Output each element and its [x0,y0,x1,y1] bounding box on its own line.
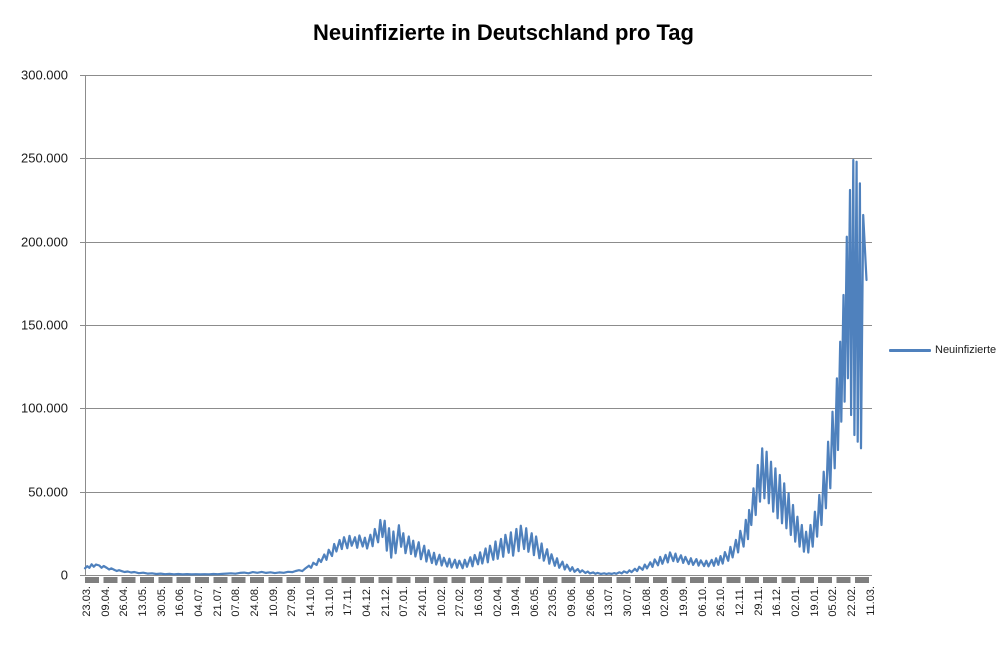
x-tick-label: 19.01. [808,586,821,617]
x-tick-label: 09.06. [566,586,579,617]
x-tick-label: 19.09. [678,586,691,617]
x-tick-label: 11.03. [864,586,877,616]
y-tick-label: 300.000 [21,67,68,83]
x-tick-label: 21.07. [211,586,224,617]
y-axis-tick [80,241,85,243]
x-tick-label: 09.04. [99,586,112,617]
x-tick-label: 31.10. [323,586,336,617]
x-tick-label: 14.10. [304,586,317,617]
series-line-neuinfizierte [83,158,868,576]
y-axis-tick [80,408,85,410]
plot-area [83,75,872,576]
legend: Neuinfizierte [889,344,996,356]
x-tick-label: 30.05. [155,586,168,617]
x-tick-label: 26.06. [584,586,597,617]
x-tick-label: 24.01. [416,586,429,617]
x-tick-label: 23.03. [81,586,93,617]
chart-title: Neuinfizierte in Deutschland pro Tag [313,20,694,45]
y-tick-label: 250.000 [21,150,68,166]
y-axis-tick [80,325,85,326]
x-tick-label: 16.03. [472,586,485,617]
y-tick-label: 150.000 [21,317,68,333]
y-tick-label: 100.000 [21,400,68,416]
x-tick-label: 27.09. [286,586,299,617]
x-tick-label: 24.08. [248,586,261,617]
x-tick-label: 19.04. [510,586,523,617]
x-tick-label: 26.10. [715,586,728,617]
x-tick-label: 16.08. [640,586,653,617]
x-tick-label: 26.04. [118,586,131,617]
x-tick-label: 10.09. [267,586,280,617]
x-tick-label: 30.07. [622,586,635,617]
x-tick-label: 07.08. [230,586,243,617]
x-tick-label: 02.09. [659,586,672,617]
x-tick-label: 02.04. [491,586,504,617]
gridline [85,241,872,243]
x-axis-labels: 23.03. 09.04. 26.04. 13.05. 30.05. 16.06. 04.0… [81,586,877,648]
x-tick-label: 22.02. [846,586,859,617]
x-tick-label: 04.07. [192,586,205,617]
legend-label: Neuinfizierte [935,344,997,356]
gridline [85,575,872,576]
x-tick-label: 07.01. [398,586,411,617]
x-tick-label: 16.12. [771,586,784,617]
legend-line-swatch [889,348,931,352]
gridline [85,325,872,326]
y-tick-label: 200.000 [21,234,68,250]
x-tick-label: 17.11. [342,586,355,616]
y-axis-labels: 300.000 250.000 200.000 150.000 100.000 50.00… [0,68,78,583]
y-tick-label: 0 [60,567,68,583]
x-tick-label: 05.02. [827,586,840,617]
gridline [85,491,872,493]
x-tick-label: 04.12. [360,586,373,617]
x-tick-label: 21.12. [379,586,392,617]
y-axis-tick [80,75,85,76]
gridline [85,75,872,76]
x-tick-label: 02.01. [790,586,803,617]
x-tick-label: 27.02. [454,586,467,617]
x-axis-band [85,577,873,583]
gridline [85,408,872,410]
gridline [85,158,872,160]
x-tick-label: 29.11. [752,586,765,616]
x-tick-label: 16.06. [174,586,187,617]
x-tick-label: 06.05. [528,586,541,617]
x-tick-label: 10.02. [435,586,448,617]
y-axis-tick [80,158,85,160]
x-tick-label: 12.11. [734,586,747,616]
x-tick-label: 23.05. [547,586,560,617]
y-axis-tick [80,575,85,576]
y-axis-tick [80,491,85,493]
x-tick-label: 13.07. [603,586,616,617]
x-tick-label: 06.10. [696,586,709,617]
x-tick-label: 13.05. [136,586,149,617]
y-tick-label: 50.000 [28,484,68,500]
